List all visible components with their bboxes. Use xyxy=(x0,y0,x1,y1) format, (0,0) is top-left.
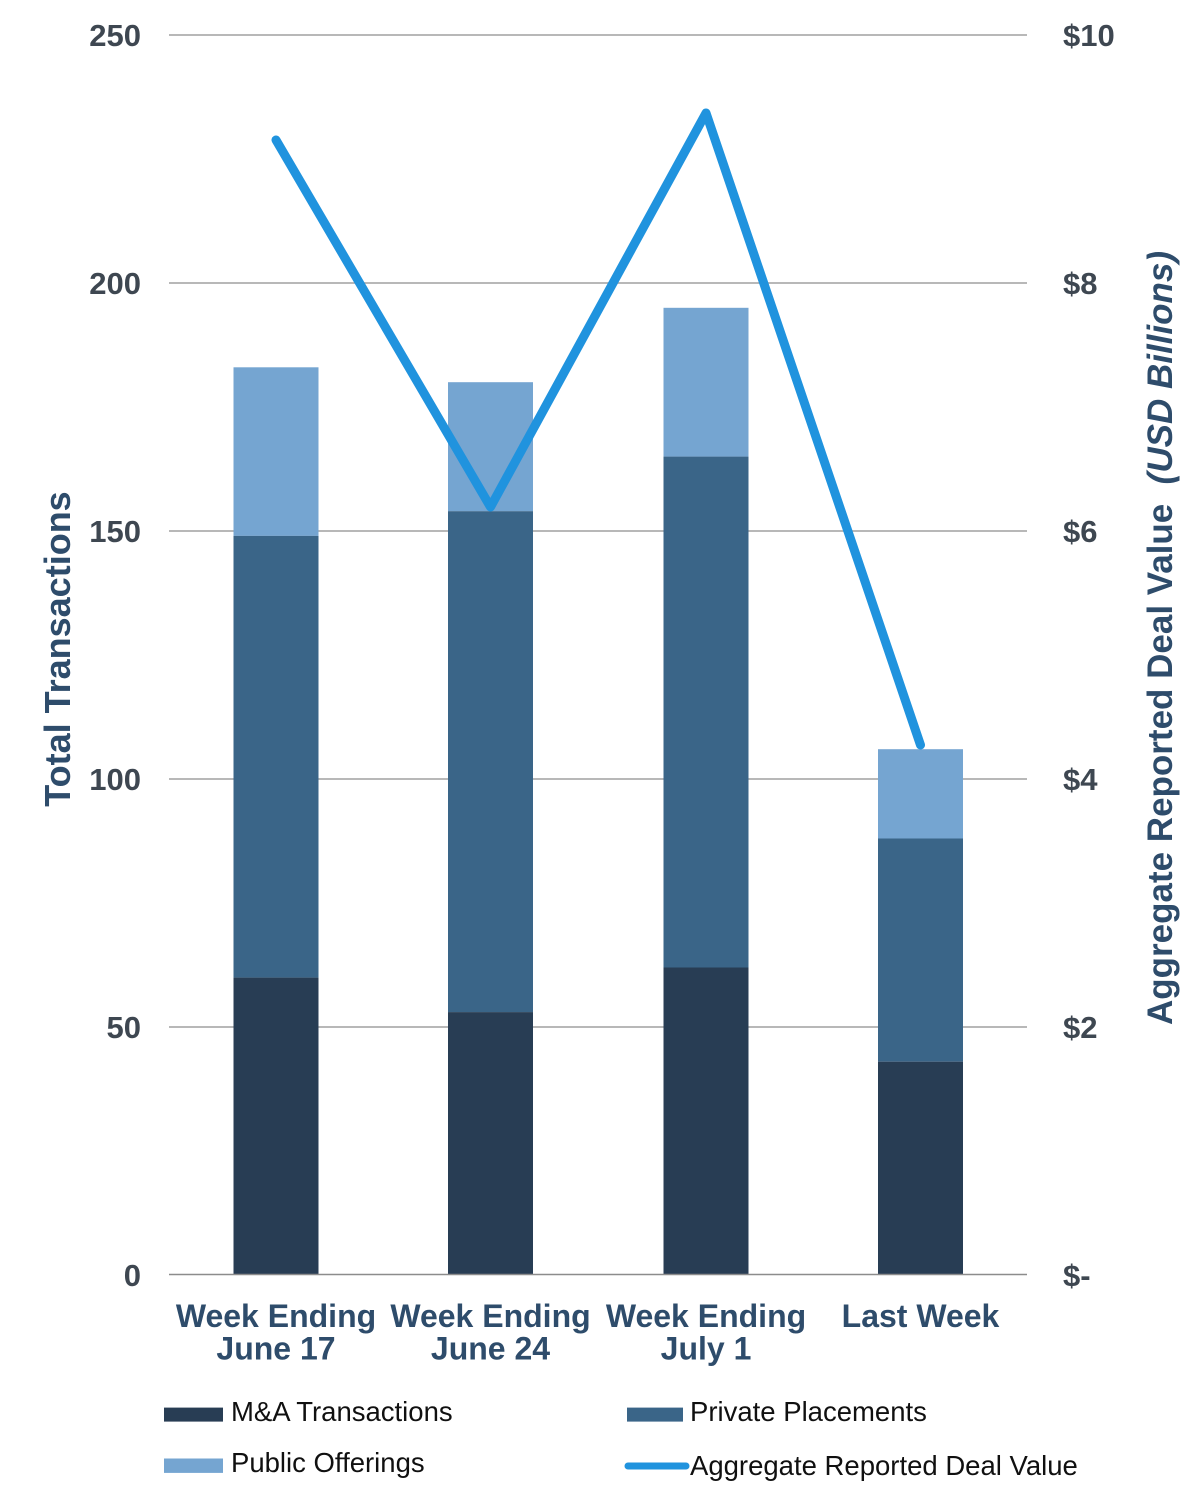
svg-text:Week Ending: Week Ending xyxy=(390,1298,590,1334)
svg-text:0: 0 xyxy=(124,1258,141,1293)
svg-text:50: 50 xyxy=(107,1010,141,1045)
svg-text:100: 100 xyxy=(89,762,141,797)
svg-text:June 17: June 17 xyxy=(216,1331,335,1367)
svg-text:M&A Transactions: M&A Transactions xyxy=(231,1396,453,1427)
svg-text:$10: $10 xyxy=(1063,18,1115,53)
svg-text:Aggregate Reported Deal Value: Aggregate Reported Deal Value xyxy=(690,1450,1078,1481)
svg-text:Last Week: Last Week xyxy=(842,1298,1000,1334)
svg-text:Aggregate Reported Deal Value: Aggregate Reported Deal Value (USD Billi… xyxy=(1141,251,1180,1025)
svg-text:Week Ending: Week Ending xyxy=(606,1298,806,1334)
svg-text:Week Ending: Week Ending xyxy=(176,1298,376,1334)
svg-text:$2: $2 xyxy=(1063,1010,1097,1045)
svg-text:$6: $6 xyxy=(1063,514,1097,549)
svg-text:$4: $4 xyxy=(1063,762,1098,797)
svg-text:$-: $- xyxy=(1063,1258,1091,1293)
svg-text:250: 250 xyxy=(89,18,141,53)
svg-text:Total Transactions: Total Transactions xyxy=(37,491,78,806)
svg-text:$8: $8 xyxy=(1063,266,1097,301)
svg-text:200: 200 xyxy=(89,266,141,301)
svg-text:June 24: June 24 xyxy=(431,1331,550,1367)
svg-text:150: 150 xyxy=(89,514,141,549)
svg-text:July 1: July 1 xyxy=(661,1331,752,1367)
svg-text:Private Placements: Private Placements xyxy=(690,1396,927,1427)
svg-text:Public Offerings: Public Offerings xyxy=(231,1447,425,1478)
